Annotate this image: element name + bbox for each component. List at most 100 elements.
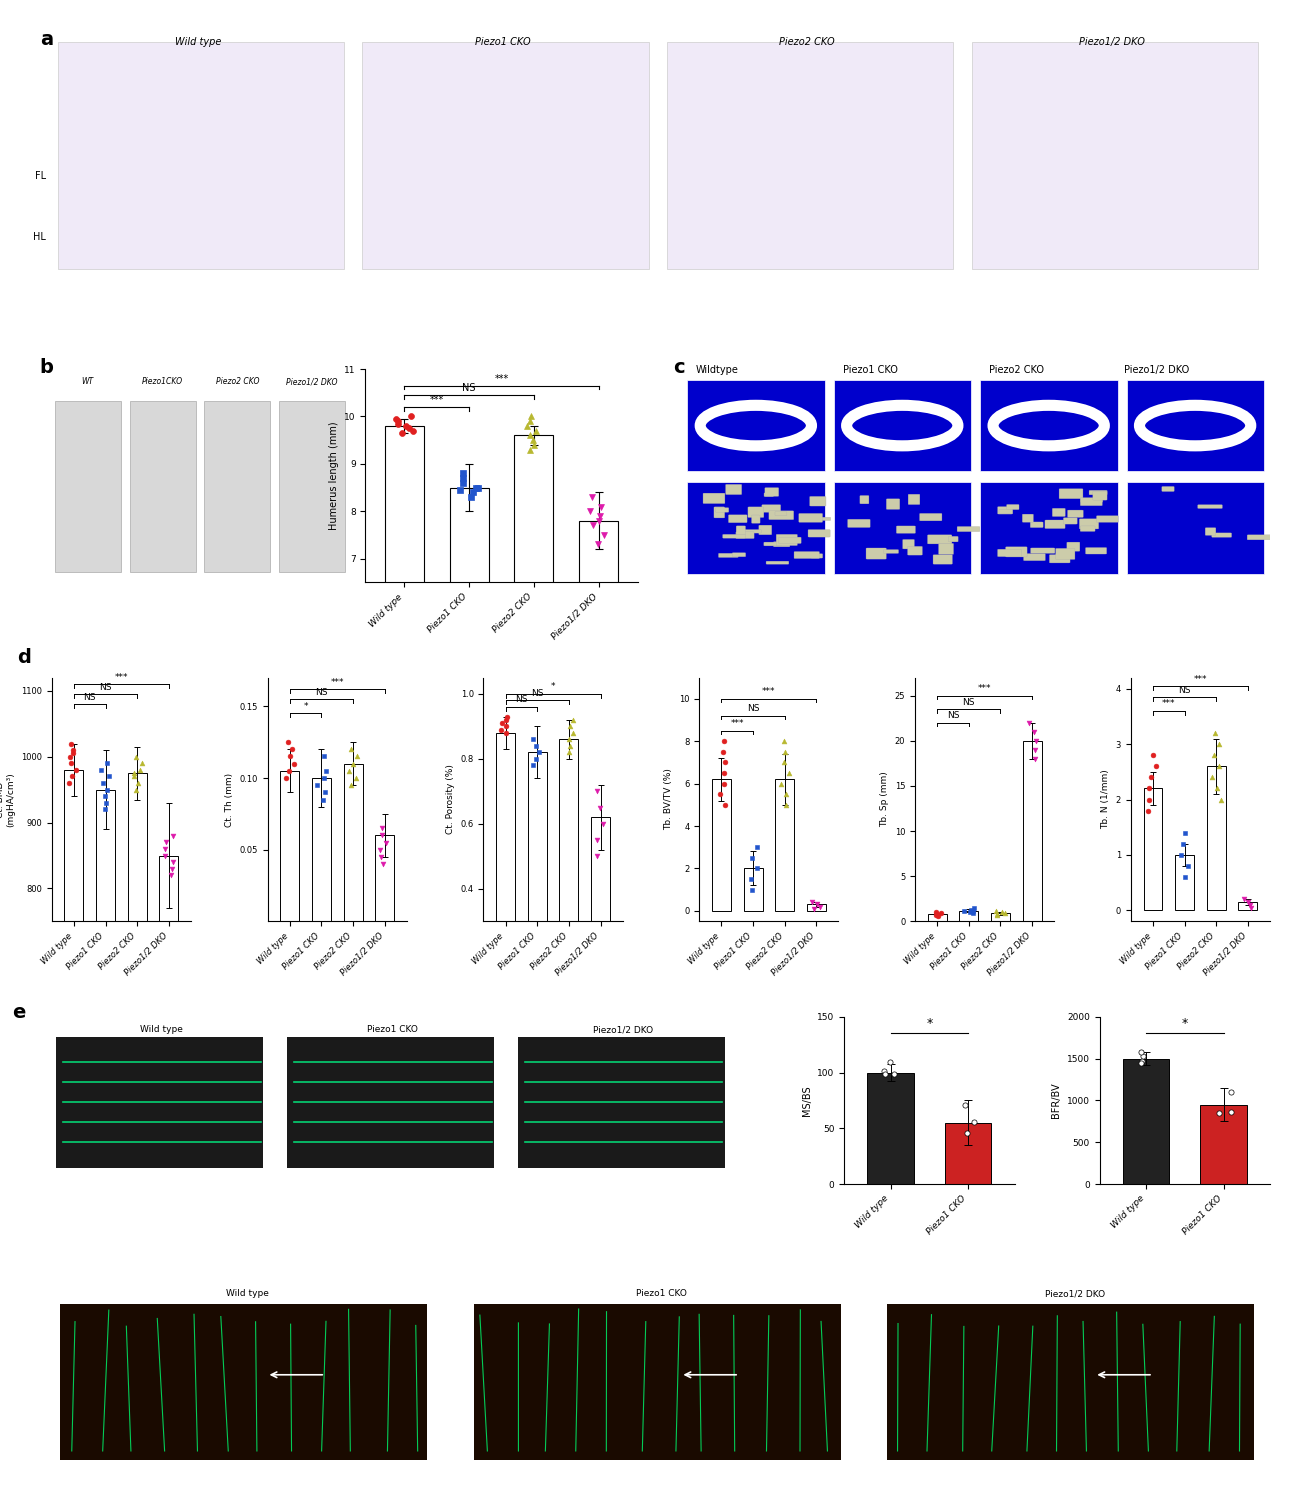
FancyBboxPatch shape [884, 549, 898, 554]
Point [61, 732, 82, 756]
Y-axis label: Tb. N (1/mm): Tb. N (1/mm) [1102, 770, 1111, 830]
FancyBboxPatch shape [1068, 510, 1083, 518]
Point [740, 867, 761, 891]
Point [1204, 742, 1225, 766]
Point [579, 500, 600, 523]
FancyBboxPatch shape [1096, 516, 1118, 522]
FancyBboxPatch shape [1050, 555, 1070, 562]
Text: d: d [17, 648, 31, 668]
Point [372, 816, 393, 840]
Point [804, 897, 824, 921]
Point [931, 902, 951, 926]
Point [1024, 738, 1045, 762]
FancyBboxPatch shape [949, 537, 958, 542]
FancyBboxPatch shape [1067, 542, 1080, 550]
Point [280, 744, 301, 768]
Text: Piezo2 CKO: Piezo2 CKO [989, 364, 1045, 375]
Point [496, 708, 517, 732]
Bar [807, 904, 826, 910]
FancyBboxPatch shape [920, 513, 942, 520]
Point [284, 752, 305, 776]
FancyBboxPatch shape [980, 380, 1117, 471]
Bar [1175, 855, 1194, 910]
FancyBboxPatch shape [776, 534, 797, 546]
Point [562, 722, 583, 746]
Point [340, 759, 360, 783]
Point [1130, 1052, 1151, 1076]
Bar [343, 764, 363, 921]
Point [388, 410, 408, 434]
FancyBboxPatch shape [1126, 482, 1264, 574]
Text: Piezo1/2 DKO: Piezo1/2 DKO [1078, 38, 1144, 48]
FancyBboxPatch shape [998, 507, 1012, 515]
Point [520, 423, 540, 447]
Bar [959, 910, 978, 921]
Y-axis label: Humerus length (mm): Humerus length (mm) [329, 422, 338, 530]
Point [594, 812, 614, 836]
FancyBboxPatch shape [714, 507, 724, 518]
Point [314, 780, 334, 804]
Point [1024, 747, 1045, 771]
Text: Piezo1CKO: Piezo1CKO [143, 376, 183, 386]
Point [594, 524, 614, 548]
Text: NS: NS [531, 688, 543, 698]
Bar [591, 818, 610, 1019]
Point [582, 484, 603, 508]
Bar [928, 914, 946, 921]
FancyBboxPatch shape [518, 1036, 724, 1167]
Point [560, 734, 581, 758]
Point [98, 765, 119, 789]
Text: Piezo1 CKO: Piezo1 CKO [474, 38, 530, 48]
Text: *: * [1182, 1017, 1188, 1031]
Point [956, 1120, 977, 1144]
Bar [1122, 1059, 1169, 1185]
FancyBboxPatch shape [775, 512, 787, 516]
Text: ***: *** [494, 374, 508, 384]
FancyBboxPatch shape [810, 518, 831, 520]
Point [1131, 1048, 1152, 1072]
Point [559, 728, 579, 752]
Point [1238, 890, 1258, 914]
Text: b: b [40, 358, 53, 378]
Circle shape [721, 413, 791, 438]
Point [346, 744, 367, 768]
Text: a: a [40, 30, 53, 50]
Point [388, 411, 408, 435]
Point [954, 900, 975, 924]
FancyBboxPatch shape [779, 537, 801, 543]
FancyBboxPatch shape [687, 482, 826, 574]
Point [126, 777, 146, 801]
FancyBboxPatch shape [866, 548, 886, 560]
Y-axis label: MS/BS: MS/BS [802, 1084, 811, 1116]
FancyBboxPatch shape [1024, 554, 1046, 561]
FancyBboxPatch shape [999, 510, 1012, 515]
Point [369, 837, 390, 861]
FancyBboxPatch shape [736, 526, 745, 536]
Text: ***: *** [762, 687, 775, 696]
Point [395, 414, 416, 438]
FancyBboxPatch shape [1007, 504, 1019, 510]
Point [452, 462, 473, 486]
Text: NS: NS [315, 687, 328, 696]
FancyBboxPatch shape [810, 496, 826, 506]
Point [524, 433, 544, 457]
Point [963, 896, 984, 920]
Point [1138, 777, 1159, 801]
FancyBboxPatch shape [903, 540, 915, 549]
Point [341, 738, 362, 762]
Point [520, 410, 540, 434]
Bar [128, 772, 146, 1416]
Y-axis label: Tb. Sp (mm): Tb. Sp (mm) [880, 771, 889, 828]
Point [1234, 886, 1255, 910]
Point [491, 717, 512, 741]
FancyBboxPatch shape [807, 530, 831, 537]
Point [463, 480, 483, 504]
Point [1221, 1101, 1242, 1125]
Point [391, 422, 412, 446]
Bar [867, 1072, 914, 1185]
FancyBboxPatch shape [1059, 489, 1083, 498]
Y-axis label: BFR/BV: BFR/BV [1051, 1083, 1061, 1119]
FancyBboxPatch shape [1086, 548, 1107, 554]
Point [517, 414, 538, 438]
Point [1209, 754, 1230, 778]
